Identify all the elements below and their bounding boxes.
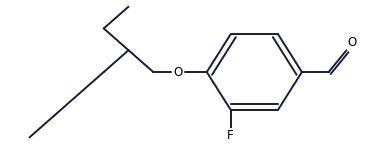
Text: O: O: [348, 36, 357, 49]
Text: O: O: [173, 66, 183, 79]
Text: F: F: [227, 129, 234, 142]
